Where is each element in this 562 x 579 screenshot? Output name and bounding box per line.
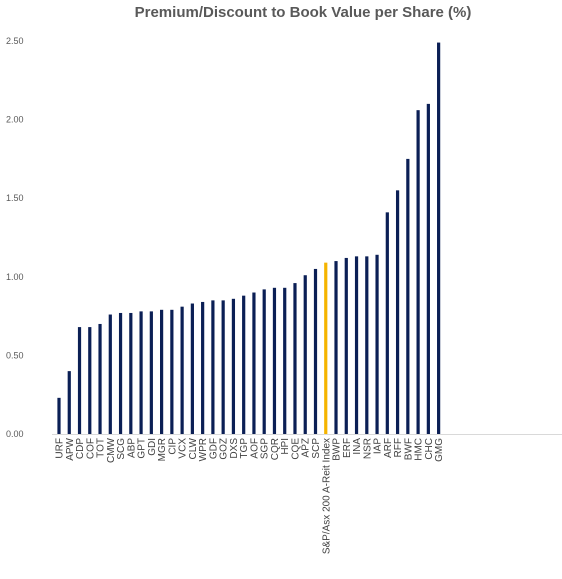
bar	[57, 397, 61, 434]
x-tick-label: ARF	[383, 438, 394, 458]
x-tick-label: TGP	[239, 438, 250, 459]
bar	[426, 103, 430, 434]
x-tick-label: S&P/Asx 200 A-Reit Index	[321, 438, 332, 554]
x-tick-label: GOZ	[219, 438, 230, 460]
x-tick-label: GDF	[208, 438, 219, 459]
bar	[201, 301, 205, 434]
x-tick-label: HMC	[414, 438, 425, 461]
y-tick-label: 0.50	[6, 350, 24, 360]
bar	[129, 312, 133, 434]
bar	[149, 311, 153, 434]
x-tick-label: SCP	[311, 438, 322, 459]
bar	[375, 254, 379, 434]
bar	[67, 371, 71, 434]
x-tick-label: NSR	[362, 438, 373, 459]
y-axis-ticks: 0.00 0.50 1.00 1.50 2.00 2.50	[6, 36, 24, 439]
x-tick-label: CMW	[106, 437, 117, 463]
bar	[180, 306, 184, 434]
bar	[365, 256, 369, 434]
y-tick-label: 0.00	[6, 429, 24, 439]
bars	[57, 42, 441, 435]
x-tick-label: CHC	[424, 438, 435, 460]
bar	[98, 323, 102, 434]
bar	[139, 311, 143, 434]
x-tick-label: BWF	[403, 438, 414, 460]
bar	[211, 300, 215, 434]
bar	[313, 268, 318, 434]
x-tick-label: BWP	[332, 438, 343, 461]
bar	[272, 287, 277, 434]
bar	[283, 287, 287, 434]
x-tick-label: WPR	[198, 438, 209, 461]
x-tick-label: INA	[352, 438, 363, 455]
x-tick-label: CQR	[270, 438, 281, 460]
bar	[242, 295, 246, 434]
x-tick-label: APW	[65, 437, 76, 460]
x-tick-label: VCX	[178, 438, 189, 459]
bar	[252, 292, 256, 434]
bar	[190, 303, 194, 434]
bar	[344, 257, 348, 434]
bar	[354, 256, 359, 434]
y-tick-label: 1.50	[6, 193, 24, 203]
x-tick-label: SCG	[116, 438, 127, 460]
bar	[385, 212, 389, 434]
x-tick-label: TOT	[96, 438, 107, 458]
x-axis-ticks: URF APW CDP COF TOT CMW SCG ABP GPT GDI MGR CIP VCX C…	[55, 437, 446, 554]
x-tick-label: GDI	[147, 438, 158, 456]
x-tick-label: MGR	[157, 438, 168, 461]
x-tick-label: SGP	[260, 438, 271, 459]
bar	[416, 110, 420, 435]
x-tick-label: APZ	[301, 438, 312, 457]
x-tick-label: URF	[55, 438, 66, 459]
bar	[324, 262, 328, 434]
x-tick-label: CQE	[290, 438, 301, 460]
bar	[118, 312, 123, 434]
bar	[334, 261, 338, 434]
bar	[406, 158, 410, 434]
y-tick-label: 2.00	[6, 115, 24, 125]
y-tick-label: 1.00	[6, 272, 24, 282]
bar	[170, 309, 174, 434]
x-tick-label: AOF	[249, 438, 260, 459]
bar	[395, 190, 400, 434]
bar	[437, 42, 441, 434]
bar	[221, 300, 225, 434]
bar	[303, 275, 307, 434]
x-tick-label: ERF	[342, 438, 353, 458]
x-tick-label: GMG	[434, 438, 445, 462]
x-tick-label: IAP	[373, 438, 384, 454]
bar	[108, 314, 112, 434]
x-tick-label: CLW	[188, 437, 199, 459]
x-tick-label: ABP	[126, 438, 137, 458]
bar	[77, 327, 82, 434]
bar	[88, 327, 92, 434]
bar	[231, 298, 236, 434]
bar	[160, 309, 164, 434]
x-tick-label: CDP	[75, 438, 86, 459]
x-tick-label: CIP	[167, 438, 178, 455]
bar	[293, 283, 297, 434]
x-tick-label: RFF	[393, 438, 404, 457]
bar	[262, 289, 266, 434]
chart-title: Premium/Discount to Book Value per Share…	[135, 4, 472, 21]
x-tick-label: DXS	[229, 438, 240, 459]
y-tick-label: 2.50	[6, 36, 24, 46]
x-tick-label: GPT	[137, 438, 148, 459]
x-tick-label: COF	[85, 438, 96, 459]
x-tick-label: HPI	[280, 438, 291, 455]
